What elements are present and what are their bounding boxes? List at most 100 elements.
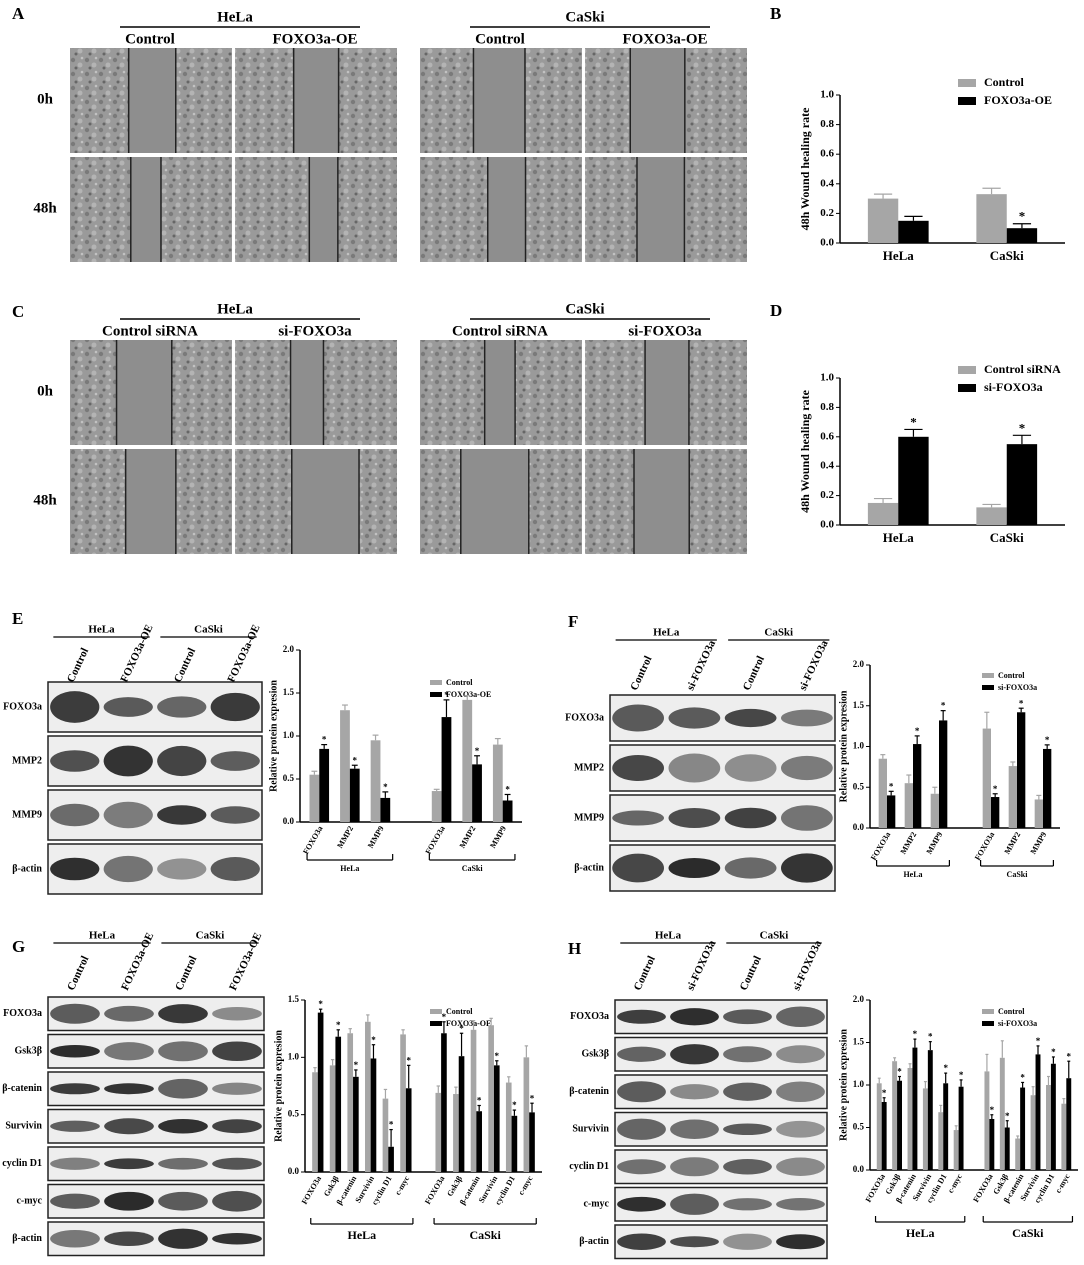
blot-band bbox=[104, 1005, 154, 1022]
blot-band bbox=[617, 1118, 666, 1140]
blot-band bbox=[212, 1119, 262, 1134]
blot-band bbox=[781, 709, 833, 727]
blot-band bbox=[617, 1233, 666, 1250]
panel-letter: F bbox=[568, 612, 578, 631]
row-label: cyclin D1 bbox=[569, 1161, 609, 1172]
condition-label: FOXO3a-OE bbox=[273, 31, 358, 47]
y-tick-label: 0.0 bbox=[283, 816, 295, 826]
bar bbox=[943, 1083, 949, 1170]
blot-band bbox=[210, 692, 260, 722]
bar bbox=[1050, 1063, 1056, 1170]
blot-band bbox=[724, 708, 777, 728]
blot-band bbox=[724, 857, 777, 879]
bar bbox=[867, 198, 899, 243]
bar bbox=[458, 1056, 465, 1172]
blot-band bbox=[157, 858, 207, 880]
blot-band bbox=[723, 1046, 772, 1063]
blot-band bbox=[781, 853, 833, 883]
bar bbox=[1034, 799, 1043, 828]
blot-band bbox=[212, 1157, 262, 1170]
blot-band bbox=[724, 807, 777, 829]
row-label: FOXO3a bbox=[3, 701, 42, 712]
bar bbox=[953, 1130, 959, 1170]
y-axis-label: Relative protein expresion bbox=[268, 680, 279, 792]
blot-band bbox=[158, 1157, 208, 1170]
group-label: CaSki bbox=[196, 930, 225, 942]
x-tick-label: MMP2 bbox=[1003, 830, 1023, 855]
legend-swatch bbox=[430, 692, 442, 697]
condition-label: Control siRNA bbox=[102, 323, 198, 339]
x-tick-label: HeLa bbox=[883, 248, 915, 263]
bar bbox=[441, 717, 452, 822]
blot-band bbox=[617, 1009, 666, 1024]
legend-swatch bbox=[982, 1009, 994, 1014]
legend-label: FOXO3a-OE bbox=[984, 93, 1052, 107]
blot-band bbox=[103, 745, 153, 777]
blot-band bbox=[723, 1198, 772, 1211]
group-label: CaSki bbox=[565, 9, 604, 25]
row-label: Survivin bbox=[5, 1121, 42, 1132]
row-label: β-actin bbox=[574, 862, 604, 873]
blot-band bbox=[670, 1119, 719, 1140]
legend-swatch bbox=[958, 366, 976, 374]
blot-band bbox=[776, 1006, 825, 1027]
group-label: HeLa bbox=[655, 930, 682, 942]
row-label: β-catenin bbox=[2, 1083, 42, 1094]
bar bbox=[912, 1047, 918, 1170]
blot-band bbox=[158, 1228, 208, 1249]
blot-band bbox=[103, 855, 153, 883]
significance-mark: * bbox=[477, 1096, 482, 1106]
y-tick-label: 0.5 bbox=[853, 1122, 865, 1132]
bar bbox=[340, 710, 350, 822]
blot-band bbox=[104, 1158, 154, 1170]
bar bbox=[529, 1112, 535, 1172]
lane-label: si-FOXO3a bbox=[685, 638, 719, 692]
panel-letter: E bbox=[12, 609, 23, 628]
x-tick-label: MMP9 bbox=[488, 824, 508, 849]
significance-mark: * bbox=[928, 1032, 933, 1042]
group-label: CaSki bbox=[764, 627, 793, 639]
significance-mark: * bbox=[913, 1029, 918, 1039]
row-label: β-actin bbox=[12, 863, 42, 874]
bar bbox=[930, 793, 939, 828]
bar bbox=[405, 1088, 412, 1172]
panel-letter: B bbox=[770, 4, 781, 23]
bar bbox=[1043, 748, 1052, 828]
blot-band bbox=[776, 1120, 825, 1138]
x-tick-label: MMP9 bbox=[925, 830, 945, 855]
group-label: CaSki bbox=[1012, 1226, 1044, 1240]
x-tick-label: FOXO3a bbox=[864, 1172, 887, 1203]
bar bbox=[1006, 228, 1038, 243]
y-tick-label: 0.8 bbox=[820, 118, 834, 130]
x-tick-label: FOXO3a bbox=[869, 830, 892, 861]
blot-band bbox=[776, 1234, 825, 1250]
wound-gap bbox=[460, 449, 529, 554]
blot-band bbox=[50, 1003, 100, 1024]
x-tick-label: c-myc bbox=[516, 1174, 534, 1197]
condition-label: si-FOXO3a bbox=[628, 323, 702, 339]
lane-label: Control bbox=[65, 954, 91, 992]
wound-gap bbox=[116, 340, 172, 445]
significance-mark: * bbox=[941, 701, 946, 711]
bar bbox=[347, 1033, 354, 1172]
blot-band bbox=[103, 697, 153, 717]
group-label: CaSki bbox=[1007, 870, 1029, 879]
blot-band bbox=[104, 1191, 154, 1211]
x-tick-label: c-myc bbox=[393, 1174, 411, 1197]
bar bbox=[887, 795, 896, 828]
row-label: c-myc bbox=[16, 1196, 42, 1207]
bar bbox=[441, 1033, 447, 1172]
significance-mark: * bbox=[530, 1093, 535, 1103]
blot-band bbox=[50, 857, 100, 881]
y-tick-label: 0.0 bbox=[820, 237, 834, 249]
wound-gap bbox=[630, 48, 685, 153]
x-tick-label: FOXO3a bbox=[424, 824, 447, 855]
lane-label: Control bbox=[172, 646, 198, 684]
y-axis-label: 48h Wound healing rate bbox=[798, 389, 812, 512]
blot-band bbox=[668, 808, 721, 828]
bar bbox=[492, 744, 503, 822]
y-tick-label: 2.0 bbox=[283, 644, 295, 654]
significance-mark: * bbox=[383, 782, 388, 792]
blot-band bbox=[50, 803, 100, 827]
condition-label: FOXO3a-OE bbox=[623, 31, 708, 47]
